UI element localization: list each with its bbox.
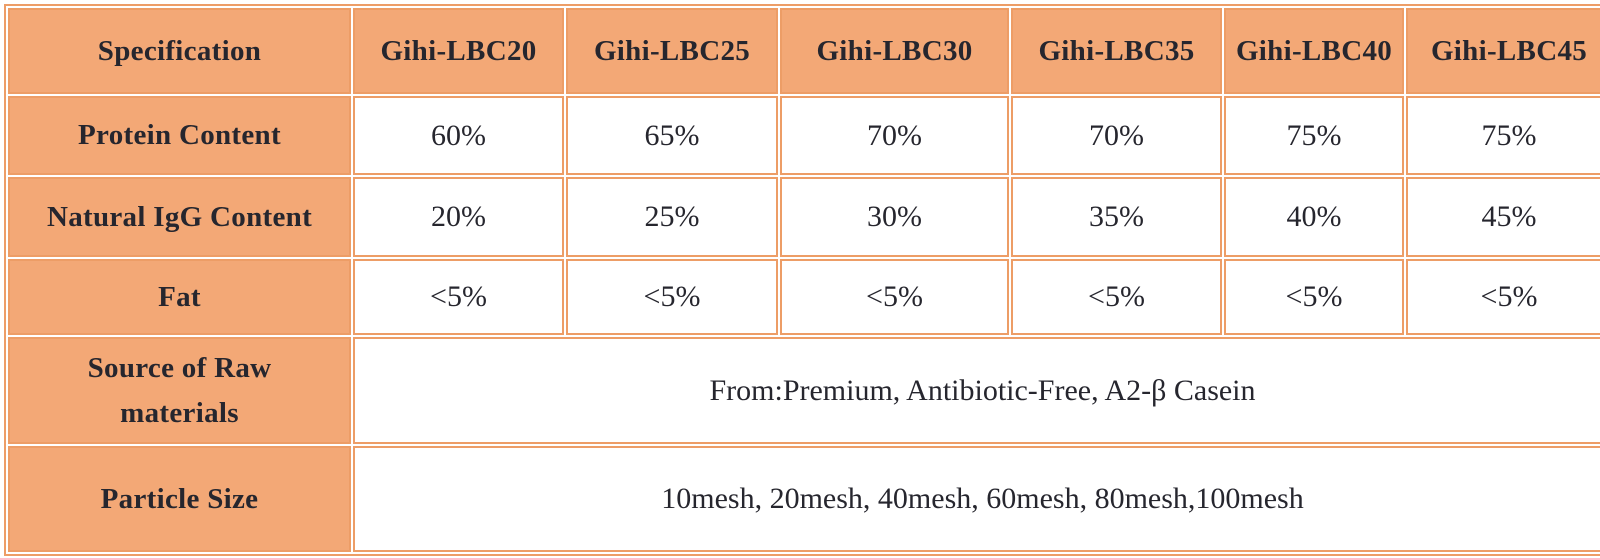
corner-header-cell: Specification xyxy=(8,8,351,94)
value-cell: <5% xyxy=(566,259,778,335)
column-header-gihi-lbc35: Gihi-LBC35 xyxy=(1011,8,1222,94)
value-cell: <5% xyxy=(1224,259,1404,335)
value-cell: 25% xyxy=(566,177,778,257)
row-label-protein-content: Protein Content xyxy=(8,96,351,175)
value-cell: <5% xyxy=(353,259,564,335)
row-label-text: Source of Raw materials xyxy=(87,351,272,429)
value-cell: 75% xyxy=(1224,96,1404,175)
merged-value-source-of-raw-materials: From:Premium, Antibiotic-Free, A2-β Case… xyxy=(353,337,1600,444)
table-row-source-of-raw-materials: Source of Raw materials From:Premium, An… xyxy=(8,337,1600,444)
column-header-gihi-lbc25: Gihi-LBC25 xyxy=(566,8,778,94)
column-header-gihi-lbc30: Gihi-LBC30 xyxy=(780,8,1009,94)
table-row-particle-size: Particle Size 10mesh, 20mesh, 40mesh, 60… xyxy=(8,446,1600,552)
header-row: Specification Gihi-LBC20 Gihi-LBC25 Gihi… xyxy=(8,8,1600,94)
value-cell: <5% xyxy=(1406,259,1600,335)
value-cell: 45% xyxy=(1406,177,1600,257)
value-cell: 40% xyxy=(1224,177,1404,257)
merged-value-particle-size: 10mesh, 20mesh, 40mesh, 60mesh, 80mesh,1… xyxy=(353,446,1600,552)
value-cell: 75% xyxy=(1406,96,1600,175)
value-cell: 60% xyxy=(353,96,564,175)
value-cell: <5% xyxy=(780,259,1009,335)
value-cell: 65% xyxy=(566,96,778,175)
value-cell: 70% xyxy=(1011,96,1222,175)
table-row-protein-content: Protein Content 60% 65% 70% 70% 75% 75% xyxy=(8,96,1600,175)
column-header-gihi-lbc45: Gihi-LBC45 xyxy=(1406,8,1600,94)
value-cell: 20% xyxy=(353,177,564,257)
column-header-gihi-lbc40: Gihi-LBC40 xyxy=(1224,8,1404,94)
row-label-fat: Fat xyxy=(8,259,351,335)
value-cell: 35% xyxy=(1011,177,1222,257)
product-specification-table: Specification Gihi-LBC20 Gihi-LBC25 Gihi… xyxy=(4,4,1600,556)
value-cell: 30% xyxy=(780,177,1009,257)
value-cell: 70% xyxy=(780,96,1009,175)
row-label-particle-size: Particle Size xyxy=(8,446,351,552)
table-row-fat: Fat <5% <5% <5% <5% <5% <5% xyxy=(8,259,1600,335)
column-header-gihi-lbc20: Gihi-LBC20 xyxy=(353,8,564,94)
row-label-source-of-raw-materials: Source of Raw materials xyxy=(8,337,351,444)
row-label-natural-igg-content: Natural IgG Content xyxy=(8,177,351,257)
table-row-natural-igg-content: Natural IgG Content 20% 25% 30% 35% 40% … xyxy=(8,177,1600,257)
value-cell: <5% xyxy=(1011,259,1222,335)
